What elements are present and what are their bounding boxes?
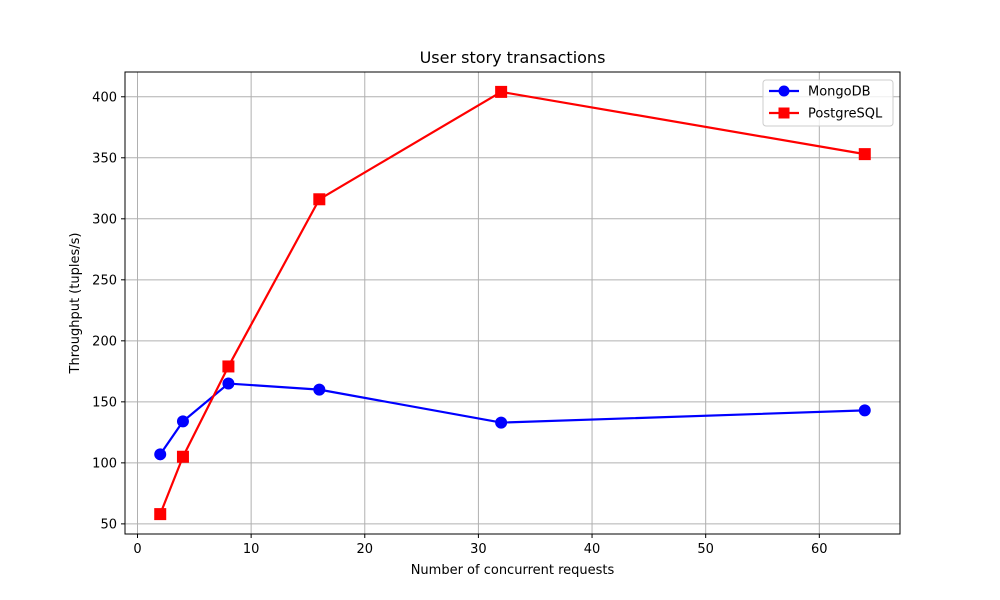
y-tick-label: 200	[92, 334, 117, 349]
y-tick-label: 150	[92, 395, 117, 410]
chart-title: User story transactions	[420, 48, 606, 67]
data-point-mongodb	[154, 448, 167, 461]
x-tick-label: 60	[811, 542, 828, 557]
data-point-postgresql	[495, 85, 508, 98]
x-tick-label: 50	[697, 542, 714, 557]
data-point-mongodb	[222, 377, 235, 390]
data-point-postgresql	[313, 193, 326, 206]
data-point-postgresql	[176, 450, 189, 463]
series-line-postgresql	[159, 90, 865, 515]
legend-marker-mongodb	[778, 85, 790, 97]
data-point-mongodb	[176, 415, 189, 428]
x-axis-label: Number of concurrent requests	[411, 563, 615, 578]
x-tick-label: 20	[356, 542, 373, 557]
data-point-mongodb	[495, 416, 508, 429]
grid	[125, 72, 900, 534]
legend: MongoDB PostgreSQL	[762, 79, 894, 127]
x-tick-label: 30	[470, 542, 487, 557]
y-tick-label: 50	[100, 517, 117, 532]
y-tick-label: 350	[92, 151, 117, 166]
y-tick-label: 100	[92, 456, 117, 471]
data-point-postgresql	[154, 508, 167, 521]
plot-frame	[124, 71, 901, 535]
y-tick-label: 300	[92, 212, 117, 227]
legend-label-mongodb: MongoDB	[808, 85, 871, 100]
y-tick-label: 400	[92, 90, 117, 105]
data-point-mongodb	[858, 404, 871, 417]
ticks: 0 10 20 30 40 50 60 50 100 150 200 250 300 350 400	[92, 90, 827, 557]
series-line-mongodb	[159, 382, 865, 455]
data-point-postgresql	[222, 360, 235, 373]
x-tick-label: 0	[133, 542, 141, 557]
x-tick-label: 10	[243, 542, 260, 557]
data-point-postgresql	[858, 148, 871, 161]
y-tick-label: 250	[92, 273, 117, 288]
y-axis-label: Throughput (tuples/s)	[68, 233, 83, 375]
legend-marker-postgresql	[778, 107, 790, 119]
data-point-mongodb	[313, 383, 326, 396]
x-tick-label: 40	[584, 542, 601, 557]
legend-label-postgresql: PostgreSQL	[808, 107, 883, 122]
series-layer	[154, 85, 871, 521]
